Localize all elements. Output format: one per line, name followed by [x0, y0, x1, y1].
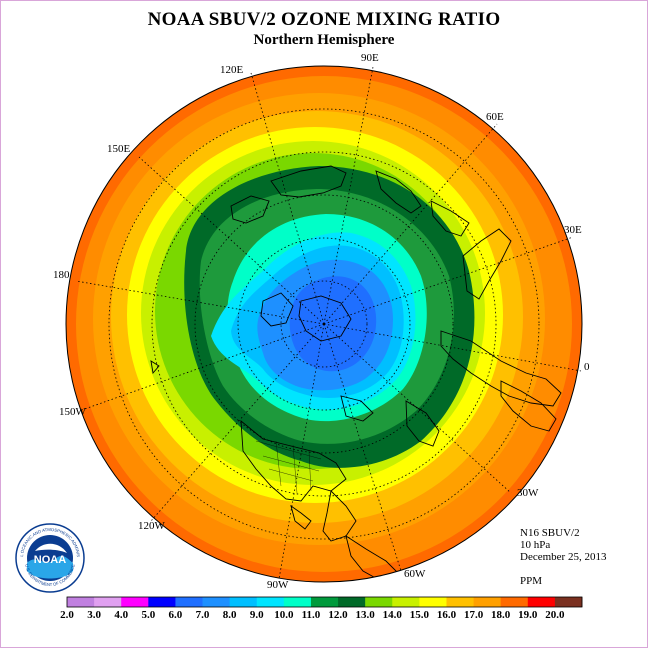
colorbar-tick-label: 19.0 — [518, 609, 538, 621]
colorbar-swatch — [67, 597, 95, 607]
colorbar-swatch — [283, 597, 312, 607]
colorbar-tick-label: 5.0 — [141, 609, 156, 621]
colorbar-swatch — [527, 597, 556, 607]
lon-label-150e: 150E — [107, 143, 131, 155]
colorbar-swatch — [392, 597, 420, 607]
state-borders — [255, 440, 322, 494]
instrument-label: N16 SBUV/2 — [520, 527, 580, 539]
colorbar-swatch — [310, 597, 339, 607]
coastlines — [150, 165, 562, 582]
colorbar-tick-label: 9.0 — [249, 609, 264, 621]
colorbar-swatch — [446, 597, 474, 607]
colorbar-tick-label: 17.0 — [463, 609, 484, 621]
colorbar-tick-label: 13.0 — [355, 609, 375, 621]
colorbar-tick-label: 3.0 — [87, 609, 101, 621]
colorbar-tick-label: 2.0 — [60, 609, 74, 621]
logo-text: NOAA — [34, 554, 66, 566]
colorbar-tick-label: 6.0 — [168, 609, 183, 621]
colorbar-swatch — [175, 597, 203, 607]
lon-label-30w: 30W — [517, 487, 539, 499]
colorbar-tick-label: 15.0 — [409, 609, 429, 621]
lon-label-90e: 90E — [361, 52, 379, 64]
lon-label-120w: 120W — [138, 520, 165, 532]
colorbar-swatch — [256, 597, 285, 607]
colorbar-tick-label: 16.0 — [436, 609, 457, 621]
map-border — [65, 65, 583, 583]
colorbar-swatch — [202, 597, 231, 607]
lon-label-0: 0 — [584, 361, 590, 373]
colorbar-swatch — [419, 597, 447, 607]
colorbar-border — [66, 596, 583, 608]
colorbar-tick-label: 11.0 — [301, 609, 321, 621]
lon-label-90w: 90W — [267, 579, 289, 591]
colorbar-tick-label: 8.0 — [222, 609, 237, 621]
lon-label-60w: 60W — [404, 568, 426, 580]
colorbar-swatch — [500, 597, 529, 607]
colorbar-tick-label: 10.0 — [274, 609, 294, 621]
lon-label-30e: 30E — [564, 224, 582, 236]
page-title: NOAA SBUV/2 OZONE MIXING RATIO — [147, 9, 501, 30]
colorbar-swatch — [554, 597, 583, 607]
colorbar-swatch — [338, 597, 366, 607]
page-subtitle: Northern Hemisphere — [253, 32, 395, 48]
graticule — [75, 66, 582, 580]
colorbar-tick-label: 12.0 — [328, 609, 348, 621]
colorbar-tick-label: 4.0 — [114, 609, 129, 621]
lon-label-180: 180 — [53, 269, 70, 281]
colorbar-swatch — [473, 597, 502, 607]
colorbar-tick-label: 14.0 — [382, 609, 402, 621]
colorbar-tick-label: 7.0 — [195, 609, 210, 621]
units-label: PPM — [520, 575, 543, 587]
colorbar-swatch — [365, 597, 393, 607]
colorbar-swatch — [94, 597, 122, 607]
colorbar-swatch — [229, 597, 258, 607]
colorbar-swatch — [148, 597, 176, 607]
lon-label-60e: 60E — [486, 111, 504, 123]
lon-label-120e: 120E — [220, 64, 244, 76]
band-5-6 — [289, 276, 377, 372]
colorbar-tick-label: 20.0 — [545, 609, 565, 621]
date-label: December 25, 2013 — [520, 551, 607, 563]
pressure-level-label: 10 hPa — [520, 539, 551, 551]
colorbar-swatch — [121, 597, 149, 607]
noaa-logo: NOAA NATIONAL OCEANIC AND ATMOSPHERIC AD… — [15, 523, 85, 593]
lon-label-150w: 150W — [59, 406, 86, 418]
colorbar-tick-label: 18.0 — [491, 609, 511, 621]
